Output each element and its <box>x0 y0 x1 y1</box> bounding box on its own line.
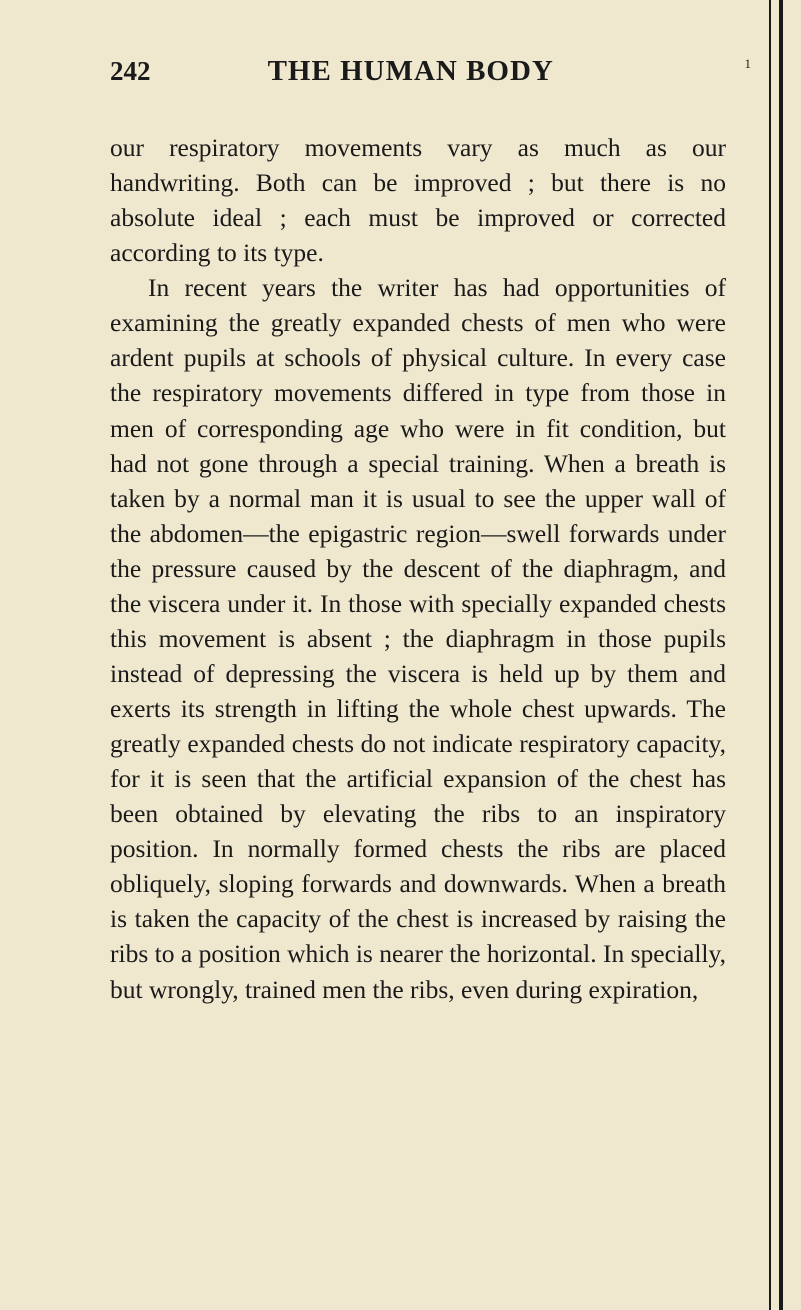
page-title: THE HUMAN BODY <box>268 55 554 88</box>
body-text-container: our respiratory movements vary as much a… <box>110 130 726 1007</box>
right-border-light <box>769 0 771 1310</box>
right-border-dark <box>779 0 783 1310</box>
book-page: 242 THE HUMAN BODY 1 our respiratory mov… <box>0 0 801 1310</box>
superscript-mark: 1 <box>745 56 752 72</box>
page-header: 242 THE HUMAN BODY <box>110 55 726 88</box>
paragraph-1: our respiratory movements vary as much a… <box>110 130 726 270</box>
paragraph-2: In recent years the writer has had oppor… <box>110 270 726 1006</box>
page-number: 242 <box>110 56 151 87</box>
